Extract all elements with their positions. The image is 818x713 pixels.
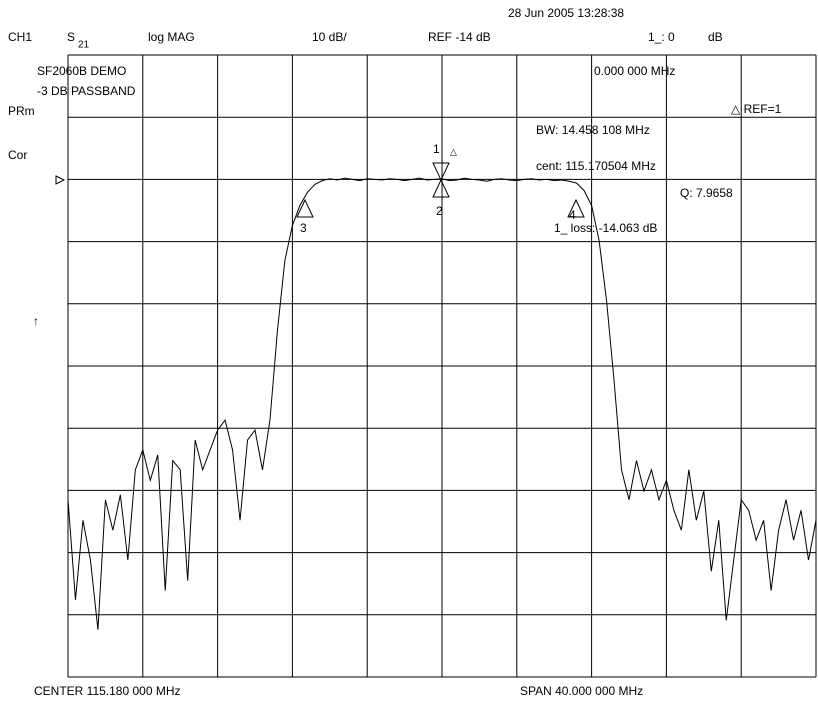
- screen-text: 2: [436, 204, 443, 218]
- screen-text: 1_: 0: [648, 30, 675, 44]
- screen-text: 0.000 000 MHz: [594, 64, 675, 78]
- screen-text: 4: [569, 208, 576, 222]
- screen-text: 3: [300, 221, 307, 235]
- screen-text: ↑: [33, 314, 39, 328]
- screen-text: -3 DB PASSBAND: [37, 84, 136, 98]
- screen-text: SPAN 40.000 000 MHz: [520, 684, 643, 698]
- screen-text: 1_ loss: -14.063 dB: [554, 221, 657, 235]
- screen-text: △: [450, 146, 457, 156]
- screen-text: S: [67, 30, 75, 44]
- screen-text: Q: 7.9658: [680, 186, 733, 200]
- screen-text: CENTER 115.180 000 MHz: [34, 684, 181, 698]
- screen-text: 28 Jun 2005 13:28:38: [508, 6, 624, 20]
- screen-text: 21: [78, 40, 90, 51]
- screen-text: dB: [708, 30, 723, 44]
- screen-text: log MAG: [148, 30, 195, 44]
- screen-text: SF2060B DEMO: [37, 64, 126, 78]
- screen-text: CH1: [8, 30, 32, 44]
- marker-4: [567, 198, 585, 218]
- screen-text: BW: 14.458 108 MHz: [536, 123, 650, 137]
- screen-text: REF -14 dB: [428, 30, 491, 44]
- trace: [67, 177, 817, 630]
- screen-text: Cor: [8, 148, 27, 162]
- screen-text: cent: 115.170504 MHz: [536, 159, 656, 173]
- reference-marker: [55, 175, 66, 185]
- screen-text: 1: [433, 142, 440, 156]
- screen-text: 10 dB/: [312, 30, 347, 44]
- screen-text: PRm: [8, 104, 35, 118]
- marker-3: [296, 198, 314, 218]
- screen-text: △ REF=1: [731, 102, 782, 116]
- marker-1-2: [432, 162, 450, 198]
